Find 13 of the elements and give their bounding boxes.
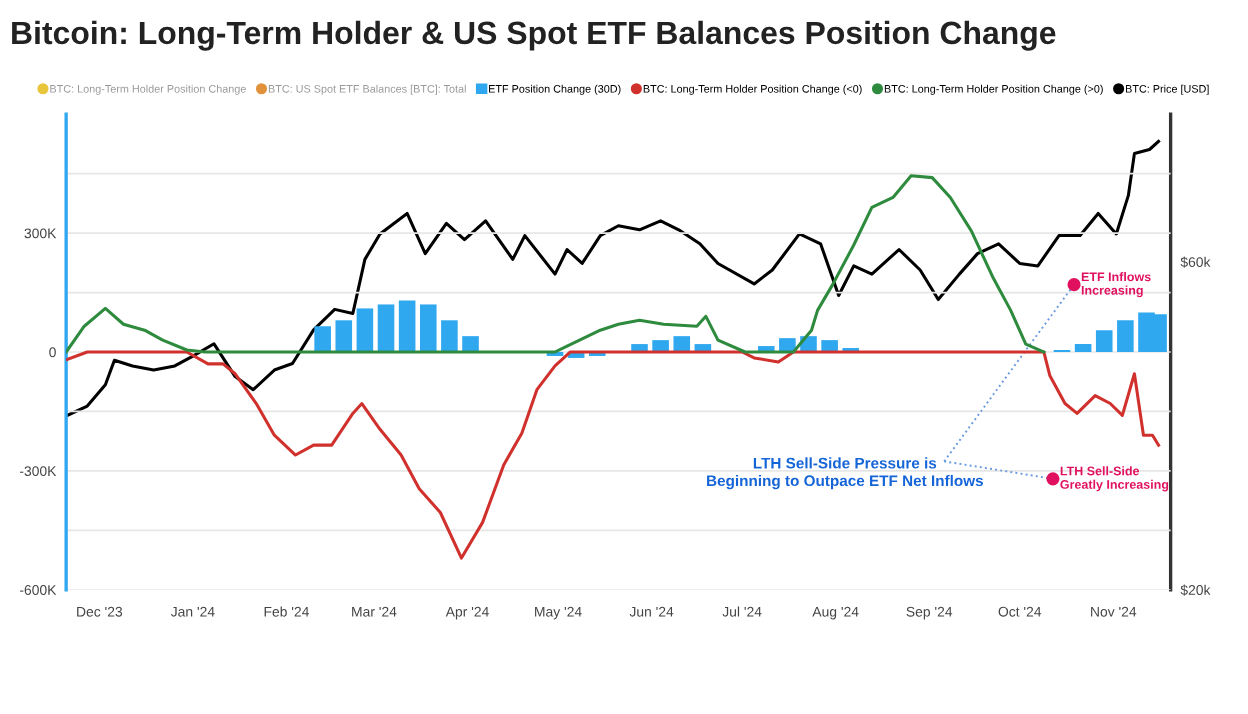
bar	[1074, 344, 1092, 352]
bar	[356, 308, 374, 352]
bar	[377, 304, 395, 352]
bar	[1095, 330, 1113, 352]
bar	[398, 300, 416, 352]
line-series	[66, 139, 1161, 418]
bar	[314, 326, 331, 352]
chart-title: Bitcoin: Long-Term Holder & US Spot ETF Balances Position Change	[12, 20, 1056, 51]
line-series	[66, 174, 1046, 354]
bar	[419, 304, 437, 352]
bar	[1117, 320, 1134, 352]
bar	[335, 320, 353, 352]
bar	[441, 320, 458, 352]
